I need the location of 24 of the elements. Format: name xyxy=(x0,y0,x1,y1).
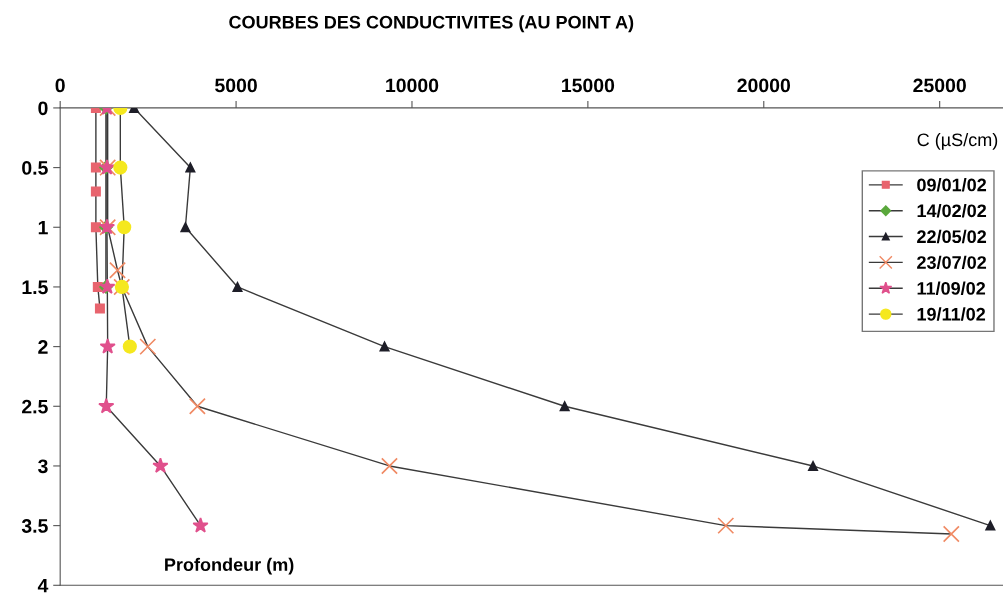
x-tick-label: 25000 xyxy=(913,78,966,93)
x-tick-label: 20000 xyxy=(737,78,791,93)
x-tick-label: 5000 xyxy=(215,78,257,93)
legend-label: 23/07/02 xyxy=(917,255,987,270)
legend-label: 22/05/02 xyxy=(917,229,987,244)
legend-label: 14/02/02 xyxy=(917,203,987,218)
x-tick-label: 10000 xyxy=(386,78,439,93)
y-tick-label: 4 xyxy=(37,578,49,593)
y-tick-label: 3.5 xyxy=(21,519,48,533)
y-tick-label: 2.5 xyxy=(22,399,48,414)
x-tick-label: 15000 xyxy=(562,78,615,93)
y-tick-label: 0.5 xyxy=(22,161,48,175)
y-axis-title: Profondeur (m) xyxy=(165,557,294,575)
legend-label: 19/11/02 xyxy=(917,307,986,321)
legend-label: 11/09/02 xyxy=(917,281,986,295)
y-tick-label: 1.5 xyxy=(22,280,48,295)
y-tick-label: 2 xyxy=(38,340,48,354)
y-tick-label: 1 xyxy=(38,220,48,235)
y-tick-label: 3 xyxy=(38,459,48,474)
legend-label: 09/01/02 xyxy=(917,178,987,192)
x-axis-title: C (µS/cm) xyxy=(917,132,998,150)
x-tick-label: 0 xyxy=(55,78,65,93)
chart-title: COURBES DES CONDUCTIVITES (AU POINT A) xyxy=(229,15,634,33)
y-tick-label: 0 xyxy=(38,101,48,116)
